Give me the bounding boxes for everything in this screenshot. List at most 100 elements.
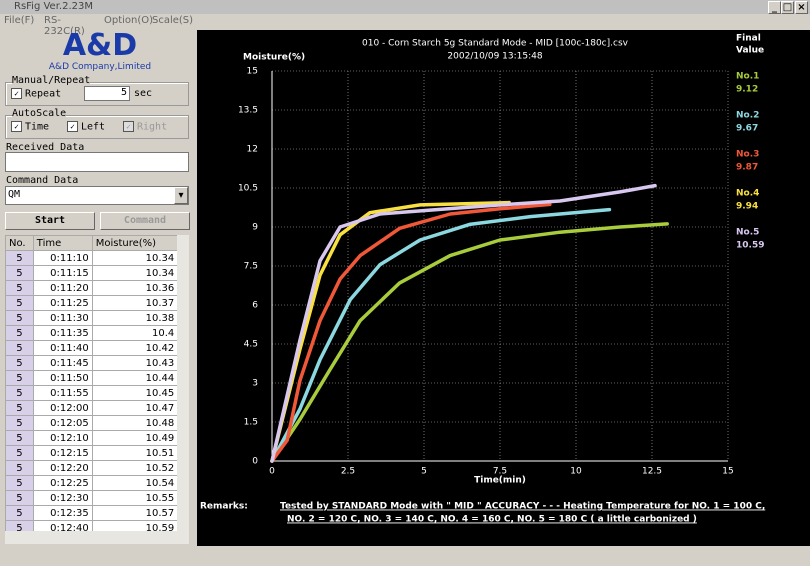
minimize[interactable]: _ [768,1,781,14]
legend-final-value: 10.59 [736,241,764,251]
table-row: 5 0:12:15 10.51 [5,445,177,461]
legend-title: Final [736,34,761,44]
checkbox: ✓ [123,121,134,132]
table-row: 5 0:11:35 10.4 [5,325,177,341]
remarks-text: NO. 2 = 120 C, NO. 3 = 140 C, NO. 4 = 16… [287,515,697,525]
table-row: 5 0:11:30 10.38 [5,310,177,326]
menu-item[interactable]: RS-232C(R) [44,15,85,37]
close[interactable]: × [795,1,808,14]
table-row: 5 0:12:35 10.57 [5,505,177,521]
table-row: 5 0:12:25 10.54 [5,475,177,491]
table-row: 5 0:12:20 10.52 [5,460,177,476]
cell: 10.54 [91,475,177,491]
autoscale-option[interactable]: ✓ Left [67,121,105,133]
cell: 5 [5,490,34,506]
cell: 10.45 [91,385,177,401]
legend-final-value: 9.87 [736,163,758,173]
cell: 5 [5,340,34,356]
cell: 0:12:00 [32,400,93,416]
h-scrollbar[interactable] [5,531,189,544]
y-tick-label: 4.5 [244,340,258,350]
received-field[interactable] [5,152,189,172]
x-tick-label: 10 [570,467,582,477]
table-row: 5 0:12:40 10.59 [5,520,177,531]
manual-repeat-group: Manual/Repeat ✓ Repeat 5 sec [5,75,189,106]
command-dropdown[interactable]: QM ▾ [5,186,189,205]
menu-item[interactable]: Scale(S) [152,15,194,26]
cell: 0:11:40 [32,340,93,356]
legend-name: No.1 [736,72,759,82]
received-label: Received Data [6,142,85,153]
menu-item[interactable]: File(F) [4,15,35,26]
v-scrollbar[interactable] [177,235,189,531]
cell: 10.4 [91,325,177,341]
group-label: AutoScale [12,108,67,119]
y-tick-label: 10.5 [238,184,258,194]
y-tick-label: 15 [247,67,258,77]
chart-background [197,30,810,546]
legend-final-value: 9.12 [736,85,758,95]
autoscale-option[interactable]: ✓ Time [11,121,49,133]
cell: 0:11:20 [32,280,93,296]
legend-final-value: 9.67 [736,124,758,134]
legend-name: No.2 [736,111,759,121]
y-tick-label: 0 [252,457,258,467]
chart-title: 010 - Corn Starch 5g Standard Mode - MID… [362,39,629,49]
cell: 10.57 [91,505,177,521]
table-row: 5 0:11:25 10.37 [5,295,177,311]
data-table: No.TimeMoisture(%)D50:11:1010.3450:11:15… [5,235,177,531]
table-row: 5 0:12:00 10.47 [5,400,177,416]
cell: 5 [5,280,34,296]
cell: 0:11:55 [32,385,93,401]
remarks-text: Tested by STANDARD Mode with " MID " ACC… [280,502,765,512]
cell: 5 [5,250,34,266]
cell: 5 [5,460,34,476]
cell: 10.49 [91,430,177,446]
title-bar: RsFig Ver.2.23M _ □ × [0,0,810,14]
legend-name: No.3 [736,150,759,160]
cell: 0:12:25 [32,475,93,491]
checkbox: ✓ [67,121,78,132]
cell: 5 [5,355,34,371]
menu-item[interactable]: Option(O) [104,15,154,26]
maximize[interactable]: □ [781,1,794,14]
cell: 0:11:50 [32,370,93,386]
dropdown-arrow[interactable]: ▾ [174,187,188,204]
logo-company: A&D Company,Limited [48,62,152,72]
cell: 10.55 [91,490,177,506]
column-header: Moisture(%) [91,235,177,251]
unit-label: sec [134,88,153,99]
command-button[interactable]: Command [100,212,190,230]
repeat-checkbox[interactable]: ✓ Repeat [11,88,61,100]
autoscale-option[interactable]: ✓ Right [123,121,167,133]
y-tick-label: 1.5 [244,418,258,428]
cell: 0:12:35 [32,505,93,521]
legend-name: No.4 [736,189,759,199]
cell: 0:11:30 [32,310,93,326]
y-tick-label: 3 [252,379,258,389]
y-axis-label: Moisture(%) [243,53,305,63]
cell: 5 [5,475,34,491]
cell: 10.48 [91,415,177,431]
remarks-label: Remarks: [200,502,248,512]
interval-input[interactable]: 5 [84,86,130,101]
x-tick-label: 0 [269,467,275,477]
column-header: No. [5,235,34,251]
command-value: QM [8,189,21,200]
cell: 10.51 [91,445,177,461]
x-tick-label: 2.5 [341,467,355,477]
option-label: Right [137,121,168,133]
table-row: 5 0:12:05 10.48 [5,415,177,431]
cell: 5 [5,325,34,341]
option-label: Time [25,121,50,133]
start-button[interactable]: Start [5,212,95,230]
chart-subtitle: 2002/10/09 13:15:48 [447,52,542,62]
cell: 10.52 [91,460,177,476]
cell: 10.34 [91,265,177,281]
chart-panel: 010 - Corn Starch 5g Standard Mode - MID… [197,30,810,546]
cell: 0:12:10 [32,430,93,446]
cell: 5 [5,370,34,386]
cell: 0:11:35 [32,325,93,341]
table-row: 5 0:11:45 10.43 [5,355,177,371]
